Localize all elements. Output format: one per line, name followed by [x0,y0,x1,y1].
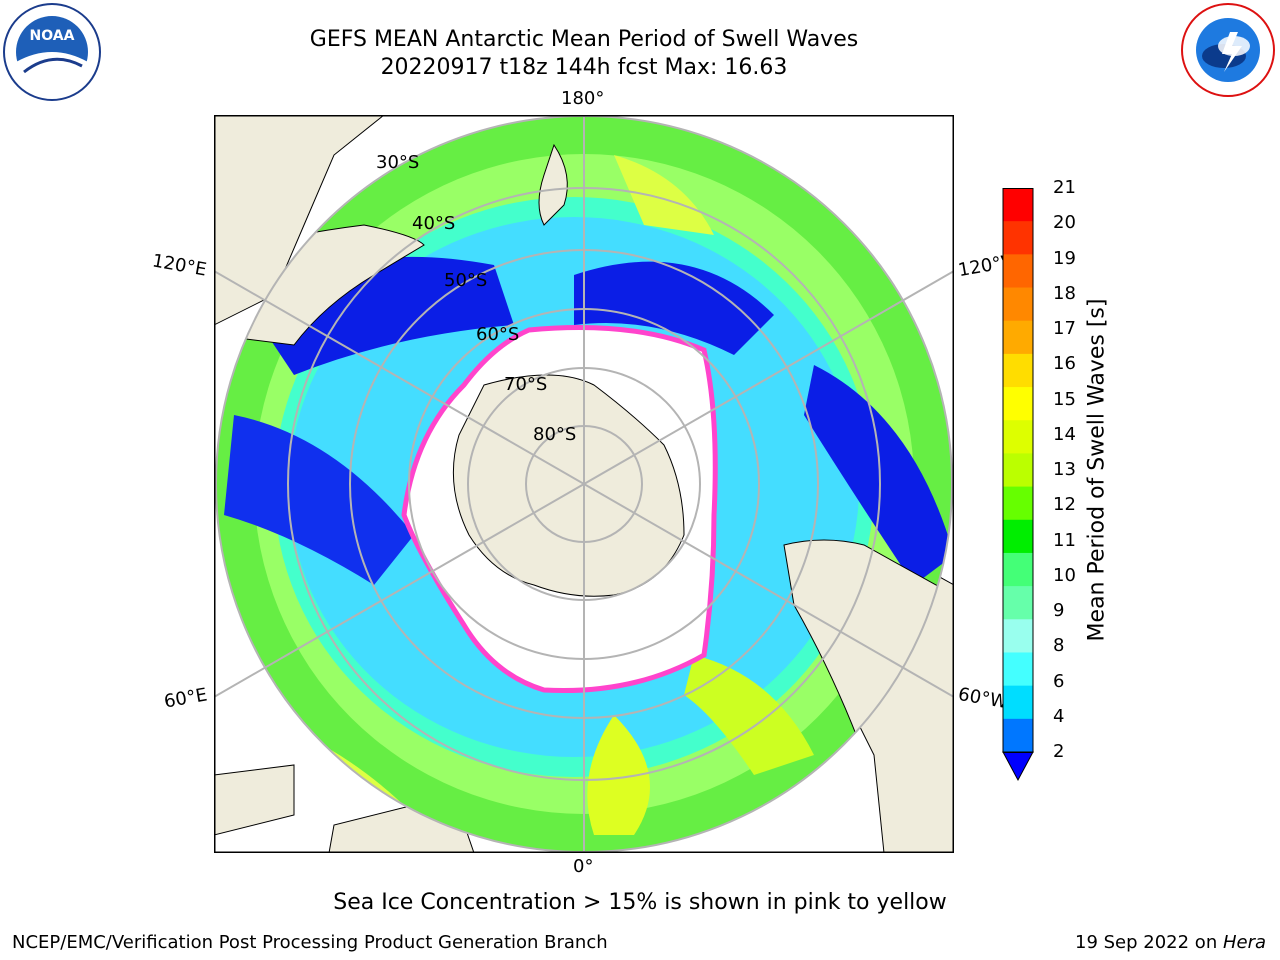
polar-map [213,114,955,854]
colorbar-segment [1003,519,1033,554]
colorbar-tick-label: 11 [1053,529,1076,551]
colorbar-tick-label: 19 [1053,247,1076,269]
colorbar-tick-label: 20 [1053,212,1076,234]
colorbar-svg [1002,188,1034,782]
colorbar-tick-label: 10 [1053,564,1076,586]
colorbar-extend-triangle [1002,751,1034,782]
footer-branch: NCEP/EMC/Verification Post Processing Pr… [12,932,608,953]
colorbar-frame [1002,188,1034,753]
map-svg [213,114,955,854]
svg-text:NOAA: NOAA [30,28,75,44]
lat-label-50s: 50°S [444,270,488,291]
colorbar-tick-label: 8 [1053,635,1065,657]
colorbar-tick-label: 4 [1053,705,1065,727]
colorbar-segment [1003,586,1033,620]
colorbar-segment [1003,188,1033,222]
lon-label-0: 0° [573,856,594,877]
colorbar-tick-label: 9 [1053,600,1065,621]
lon-label-120e: 120°E [150,250,209,281]
footer-date-text: 19 Sep 2022 on [1075,932,1223,953]
lat-label-60s: 60°S [476,324,520,345]
colorbar-segment [1003,353,1033,388]
colorbar-segment [1003,420,1033,454]
colorbar-tick-label: 12 [1053,494,1076,516]
colorbar-segment [1003,619,1033,653]
colorbar-segment [1003,453,1033,488]
colorbar [1002,188,1042,788]
chart-subtitle: 20220917 t18z 144h fcst Max: 16.63 [380,55,788,80]
colorbar-label: Mean Period of Swell Waves [s] [1084,298,1110,642]
colorbar-segment [1003,552,1033,587]
colorbar-segment [1003,387,1033,421]
lon-label-180: 180° [561,88,605,109]
colorbar-segment [1003,685,1033,720]
colorbar-tick-label: 18 [1053,282,1076,304]
footer-date: 19 Sep 2022 on Hera [1075,932,1266,953]
colorbar-segment [1003,718,1033,753]
colorbar-segment [1003,320,1033,355]
lon-label-60e: 60°E [162,684,209,713]
colorbar-segment [1003,221,1033,255]
colorbar-tick-label: 15 [1053,388,1076,410]
colorbar-tick-label: 14 [1053,423,1076,445]
lat-label-30s: 30°S [376,152,420,173]
colorbar-segment [1003,486,1033,521]
colorbar-tick-label: 6 [1053,670,1065,692]
colorbar-tick-label: 17 [1053,318,1076,339]
noaa-logo: NOAA [2,2,102,102]
chart-title: GEFS MEAN Antarctic Mean Period of Swell… [309,27,859,52]
colorbar-tick-label: 2 [1053,741,1065,762]
footer-machine: Hera [1222,932,1266,953]
lat-label-80s: 80°S [533,424,577,445]
colorbar-segment [1003,652,1033,687]
colorbar-segment [1003,287,1033,322]
lat-label-70s: 70°S [504,374,548,395]
colorbar-tick-label: 21 [1053,177,1076,198]
nws-logo [1180,2,1276,98]
colorbar-tick-label: 13 [1053,459,1076,480]
colorbar-segment [1003,254,1033,289]
lat-label-40s: 40°S [412,213,456,234]
colorbar-tick-label: 16 [1053,353,1076,375]
sea-ice-note: Sea Ice Concentration > 15% is shown in … [333,890,947,915]
